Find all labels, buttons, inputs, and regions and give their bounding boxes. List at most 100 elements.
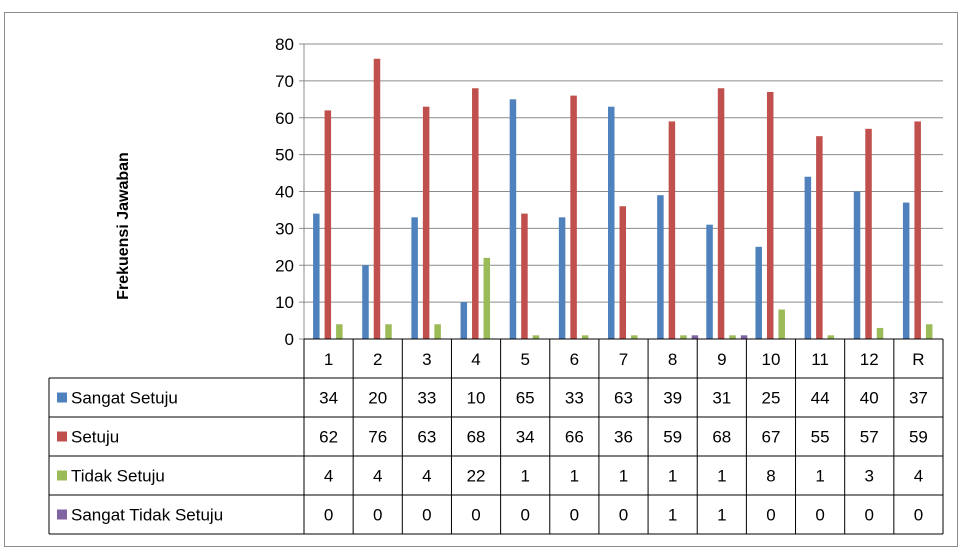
bar: [313, 213, 320, 339]
data-label: 0: [619, 506, 628, 525]
data-label: 1: [668, 467, 677, 486]
data-label: 68: [712, 428, 731, 447]
data-label: 33: [417, 389, 436, 408]
legend-entry: Sangat Setuju: [71, 389, 178, 408]
data-label: 36: [614, 428, 633, 447]
data-label: 0: [471, 506, 480, 525]
bar: [631, 335, 638, 339]
bar: [411, 217, 418, 339]
bar: [619, 206, 626, 339]
data-label: 31: [712, 389, 731, 408]
data-label: 1: [619, 467, 628, 486]
bar: [827, 335, 835, 339]
data-label: 1: [668, 506, 677, 525]
data-label: 59: [663, 428, 682, 447]
y-tick-label: 0: [285, 330, 294, 349]
legend-swatch: [57, 509, 67, 520]
data-label: 57: [860, 428, 879, 447]
y-tick-label: 20: [275, 256, 294, 275]
data-label: 20: [368, 389, 387, 408]
y-tick-label: 80: [275, 35, 294, 54]
bar: [460, 302, 468, 339]
x-tick-label: 11: [811, 350, 829, 369]
data-label: 3: [865, 467, 874, 486]
axes: 0 10 20 30 40 50 60 70 80: [275, 35, 305, 349]
legend-entry: Tidak Setuju: [71, 467, 165, 486]
bar: [729, 335, 736, 339]
data-label: 55: [811, 428, 830, 447]
bar: [558, 217, 566, 339]
bar: [509, 99, 517, 339]
y-axis-label: Frekuensi Jawaban: [115, 152, 132, 300]
bar: [865, 128, 872, 339]
data-label: 33: [565, 389, 584, 408]
data-label: 0: [324, 506, 333, 525]
bar: [717, 88, 725, 339]
legend-entry: Sangat Tidak Setuju: [71, 506, 223, 525]
bar: [385, 324, 392, 339]
chart-frame: [4, 12, 958, 547]
data-label: 65: [516, 389, 535, 408]
bar: [816, 136, 823, 339]
bar: [581, 335, 589, 339]
data-label: 66: [565, 428, 584, 447]
bar: [876, 327, 884, 339]
bar: [521, 213, 528, 339]
y-tick-label: 60: [275, 109, 294, 128]
bar: [740, 335, 748, 339]
bar: [778, 309, 785, 339]
data-label: 39: [663, 389, 682, 408]
y-tick-label: 40: [275, 183, 294, 202]
data-label: 4: [914, 467, 923, 486]
data-label: 0: [520, 506, 529, 525]
x-tick-label: 2: [373, 350, 382, 369]
x-tick-label: 1: [324, 350, 333, 369]
bar: [914, 121, 921, 339]
data-label: 4: [373, 467, 382, 486]
x-tick-label: 4: [471, 350, 480, 369]
bar: [853, 191, 861, 339]
bar: [668, 121, 676, 339]
x-tick-label: R: [912, 350, 924, 369]
data-label: 0: [766, 506, 775, 525]
data-label: 62: [319, 428, 338, 447]
data-label: 4: [422, 467, 431, 486]
data-label: 0: [865, 506, 874, 525]
bar: [336, 324, 343, 339]
data-label: 4: [324, 467, 333, 486]
x-tick-label: 3: [422, 350, 431, 369]
bar: [706, 224, 713, 339]
legend-swatch: [57, 392, 67, 403]
x-tick-label: 12: [860, 350, 879, 369]
data-label: 63: [614, 389, 633, 408]
x-tick-label: 6: [570, 350, 579, 369]
x-tick-label: 8: [668, 350, 677, 369]
bar: [483, 257, 491, 339]
data-label: 0: [914, 506, 923, 525]
bar: [422, 106, 430, 339]
x-tick-label: 7: [619, 350, 628, 369]
bar: [362, 265, 369, 339]
data-label: 22: [467, 467, 486, 486]
data-label: 68: [467, 428, 486, 447]
data-label: 34: [319, 389, 338, 408]
legend-swatch: [57, 431, 67, 442]
data-label: 1: [520, 467, 529, 486]
bars: [313, 58, 933, 339]
data-label: 63: [417, 428, 436, 447]
x-tick-label: 10: [762, 350, 781, 369]
data-label: 1: [717, 506, 726, 525]
bar: [925, 324, 933, 339]
data-label: 1: [815, 467, 824, 486]
data-label: 44: [811, 389, 830, 408]
bar: [657, 195, 664, 339]
data-label: 1: [570, 467, 579, 486]
bar: [570, 95, 577, 339]
data-label: 34: [516, 428, 535, 447]
data-label: 25: [762, 389, 781, 408]
bar: [434, 324, 441, 339]
bar: [608, 106, 615, 339]
x-tick-label: 9: [717, 350, 726, 369]
bar: [902, 202, 910, 339]
